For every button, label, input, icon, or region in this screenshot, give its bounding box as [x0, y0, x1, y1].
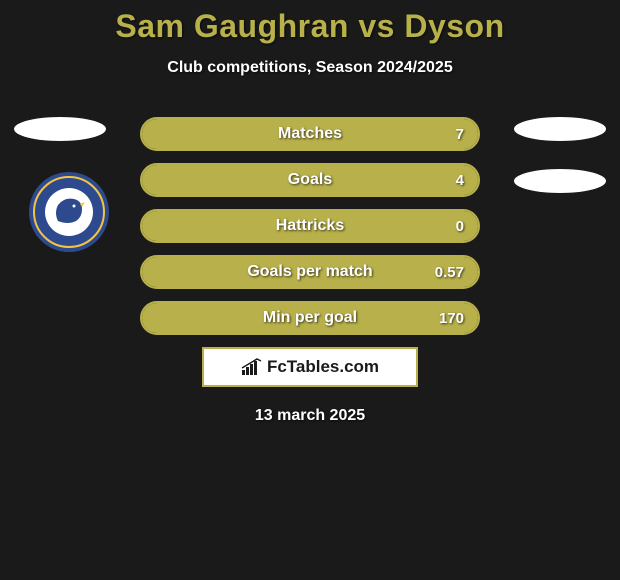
stat-value: 4	[456, 165, 464, 195]
player-right-badge	[514, 117, 606, 141]
comparison-content: Matches 7 Goals 4 Hattricks 0 Goals per …	[0, 117, 620, 425]
subtitle: Club competitions, Season 2024/2025	[0, 59, 620, 77]
chart-icon	[241, 358, 263, 376]
stat-row: Goals per match 0.57	[140, 255, 480, 289]
brand-text: FcTables.com	[267, 357, 379, 377]
stat-value: 0	[456, 211, 464, 241]
brand-box: FcTables.com	[202, 347, 418, 387]
date-text: 13 march 2025	[0, 407, 620, 425]
stat-label: Min per goal	[142, 303, 478, 333]
stat-rows: Matches 7 Goals 4 Hattricks 0 Goals per …	[140, 117, 480, 335]
stat-row: Goals 4	[140, 163, 480, 197]
stat-label: Goals	[142, 165, 478, 195]
stat-value: 170	[439, 303, 464, 333]
stat-value: 7	[456, 119, 464, 149]
page-title: Sam Gaughran vs Dyson	[0, 0, 620, 45]
stat-row: Min per goal 170	[140, 301, 480, 335]
player-right-badge-2	[514, 169, 606, 193]
stat-row: Matches 7	[140, 117, 480, 151]
club-badge	[28, 171, 110, 253]
stat-label: Goals per match	[142, 257, 478, 287]
stat-label: Hattricks	[142, 211, 478, 241]
stat-value: 0.57	[435, 257, 464, 287]
stat-label: Matches	[142, 119, 478, 149]
player-left-badge	[14, 117, 106, 141]
stat-row: Hattricks 0	[140, 209, 480, 243]
